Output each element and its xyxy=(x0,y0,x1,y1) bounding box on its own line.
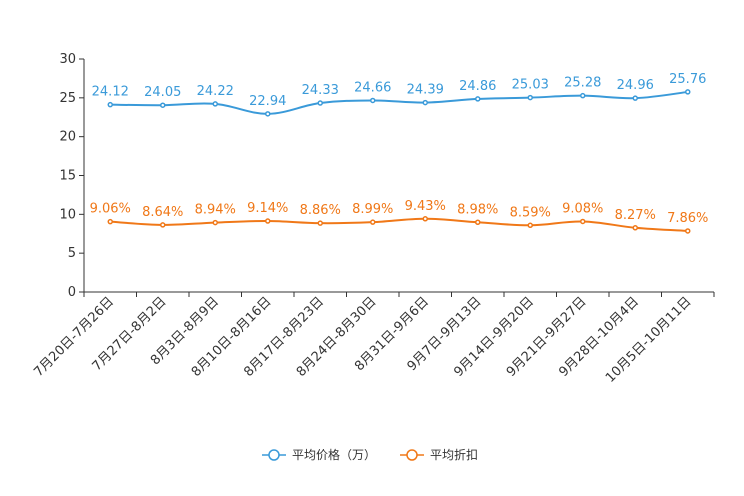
data-point[interactable] xyxy=(212,219,218,226)
data-point[interactable] xyxy=(685,228,691,234)
legend-marker-icon xyxy=(268,449,280,461)
data-label: 24.86 xyxy=(459,79,496,94)
legend-label: 平均价格（万） xyxy=(292,447,376,462)
data-label: 24.66 xyxy=(354,80,391,95)
data-point[interactable] xyxy=(370,219,376,225)
data-label: 8.27% xyxy=(615,208,656,223)
data-point[interactable] xyxy=(632,95,638,101)
legend-item-1[interactable]: 平均折扣 xyxy=(400,447,478,462)
data-point[interactable] xyxy=(317,220,323,226)
data-point[interactable] xyxy=(265,111,271,117)
data-label: 8.99% xyxy=(352,202,393,217)
y-ticks: 0 5 10 15 20 25 30 xyxy=(59,52,84,300)
data-point[interactable] xyxy=(107,101,113,108)
data-label: 9.06% xyxy=(90,202,131,217)
data-label: 9.08% xyxy=(562,201,603,216)
data-label: 8.98% xyxy=(457,202,498,217)
legend-item-0[interactable]: 平均价格（万） xyxy=(262,447,376,462)
data-label: 8.64% xyxy=(142,205,183,220)
data-label: 24.22 xyxy=(197,84,234,99)
data-point[interactable] xyxy=(160,222,166,228)
data-point[interactable] xyxy=(580,218,586,225)
data-point[interactable] xyxy=(527,222,533,229)
data-label: 8.94% xyxy=(195,203,236,218)
series-line-0 xyxy=(110,90,688,115)
y-tick-label: 30 xyxy=(59,52,76,67)
data-point[interactable] xyxy=(265,218,271,224)
data-label: 22.94 xyxy=(249,94,286,109)
series-group: 24.12 24.05 24.22 22.94 24.33 24.66 24.39 24.86… xyxy=(90,72,708,234)
data-label: 8.86% xyxy=(300,203,341,218)
data-label: 24.12 xyxy=(92,85,129,100)
data-point[interactable] xyxy=(370,97,376,104)
data-label: 25.28 xyxy=(564,76,601,91)
legend-marker-icon xyxy=(406,449,418,461)
y-tick-label: 0 xyxy=(68,285,76,300)
x-ticks: 7月20日-7月26日7月27日-8月2日8月3日-8月9日8月10日-8月16… xyxy=(31,292,715,386)
data-label: 8.59% xyxy=(510,205,551,220)
data-point[interactable] xyxy=(475,219,481,226)
y-tick-label: 15 xyxy=(59,169,76,184)
legend[interactable]: 平均价格（万） 平均折扣 xyxy=(262,447,478,462)
y-tick-label: 10 xyxy=(59,207,76,222)
data-label: 25.03 xyxy=(512,78,549,93)
data-label: 7.86% xyxy=(667,211,708,226)
legend-label: 平均折扣 xyxy=(430,447,478,462)
data-label: 25.76 xyxy=(669,72,706,87)
data-point[interactable] xyxy=(475,96,481,102)
data-label: 24.96 xyxy=(617,78,654,93)
data-label: 24.05 xyxy=(144,85,181,100)
data-label: 9.14% xyxy=(247,201,288,216)
data-point[interactable] xyxy=(160,102,166,108)
data-label: 9.43% xyxy=(405,199,446,214)
y-tick-label: 20 xyxy=(59,130,76,145)
data-point[interactable] xyxy=(317,100,323,106)
data-point[interactable] xyxy=(422,99,428,106)
data-point[interactable] xyxy=(422,216,428,222)
y-tick-label: 25 xyxy=(59,91,76,106)
data-label: 24.33 xyxy=(302,83,339,98)
series-line-1 xyxy=(110,217,688,232)
data-point[interactable] xyxy=(107,218,113,225)
y-tick-label: 5 xyxy=(68,246,76,261)
data-point[interactable] xyxy=(632,225,638,231)
data-point[interactable] xyxy=(527,94,533,101)
data-point[interactable] xyxy=(212,101,218,107)
data-point[interactable] xyxy=(685,89,691,95)
data-label: 24.39 xyxy=(407,83,444,98)
data-point[interactable] xyxy=(580,92,586,99)
